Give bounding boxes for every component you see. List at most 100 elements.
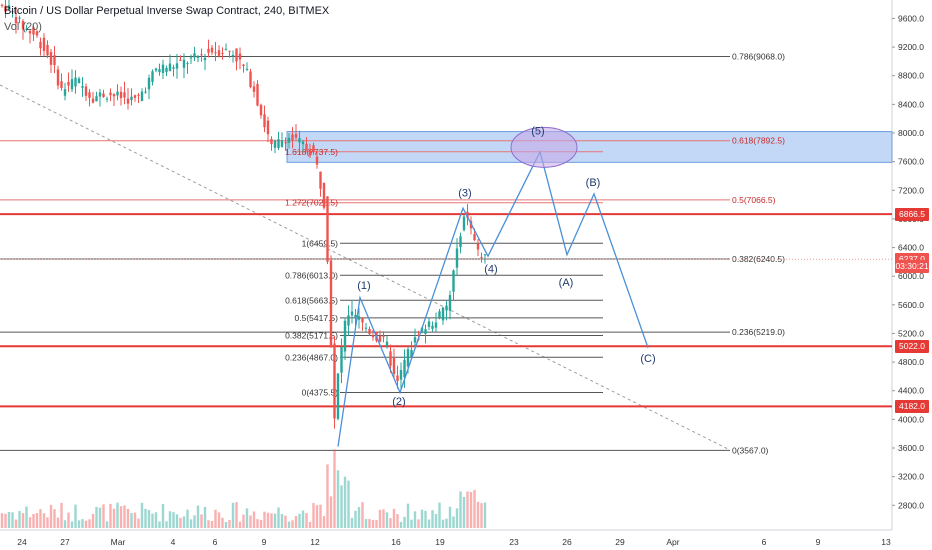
candle-body [291, 134, 294, 141]
x-tick-label: 19 [435, 537, 445, 547]
candle-body [389, 351, 392, 366]
volume-bar [235, 502, 238, 528]
fib-large-label: 0(3567.0) [732, 445, 769, 455]
candle-body [133, 95, 137, 98]
volume-bar [347, 480, 350, 528]
candle-body [18, 17, 21, 19]
candle-body [392, 358, 396, 374]
volume-bar [406, 503, 410, 528]
candle-body [350, 311, 354, 316]
candle-body [249, 71, 252, 88]
fib-small-label: 0(4375.5) [302, 387, 339, 397]
candle-body [88, 92, 91, 98]
candle-body [119, 91, 123, 99]
volume-bar [319, 504, 322, 528]
volume-bar [25, 506, 28, 528]
candle-body [74, 77, 77, 87]
y-tick-label: 4800.0 [898, 357, 924, 367]
volume-bar [4, 513, 7, 528]
volume-bar [74, 504, 77, 528]
volume-bar [308, 521, 312, 528]
volume-bar [368, 519, 371, 528]
volume-bar [210, 520, 214, 528]
y-tick-label: 7200.0 [898, 185, 924, 195]
candle-body [7, 5, 11, 10]
volume-bar [32, 513, 35, 528]
candle-body [214, 52, 217, 54]
volume-bar [147, 510, 151, 528]
candle-body [165, 67, 168, 72]
candle-body [483, 254, 487, 256]
volume-bar [263, 511, 266, 528]
volume-bar [154, 512, 158, 528]
candle-body [284, 142, 287, 144]
x-tick-label: 24 [17, 537, 27, 547]
candle-body [329, 260, 333, 348]
candle-body [319, 171, 322, 189]
x-tick-label: 13 [881, 537, 891, 547]
x-tick-label: 16 [391, 537, 401, 547]
volume-bar [221, 517, 224, 528]
volume-bar [186, 509, 189, 528]
volume-bar [35, 512, 39, 528]
candle-body [455, 248, 459, 268]
wave-label: (2) [392, 396, 405, 408]
volume-bar [56, 517, 60, 528]
x-tick-label: 12 [310, 537, 320, 547]
volume-bar [298, 513, 301, 528]
volume-bar [158, 521, 161, 528]
candle-body [263, 114, 266, 128]
volume-indicator-label[interactable]: Vol (20) [4, 21, 42, 33]
candle-body [28, 30, 32, 34]
x-tick-label: Mar [111, 537, 126, 547]
candle-body [305, 143, 308, 150]
candle-body [277, 139, 280, 148]
candle-body [35, 31, 39, 36]
candle-body [158, 69, 161, 73]
symbol-title: Bitcoin / US Dollar Perpetual Inverse Sw… [4, 5, 330, 17]
x-tick-label: 23 [509, 537, 519, 547]
volume-bar [7, 512, 11, 528]
volume-bar [410, 519, 413, 528]
fib-small-label: 0.5(5417.5) [295, 313, 339, 323]
volume-bar [403, 516, 406, 528]
volume-bar [245, 508, 249, 528]
candles-group [0, 0, 487, 429]
volume-bar [53, 509, 56, 528]
price-tag: 4182.0 [895, 399, 929, 413]
volume-bar [77, 520, 81, 528]
candle-body [466, 211, 469, 218]
volume-bar [294, 515, 298, 528]
candle-body [413, 337, 417, 343]
volume-bar [182, 516, 186, 528]
volume-bar [119, 506, 123, 528]
y-tick-label: 7600.0 [898, 157, 924, 167]
candle-body [217, 50, 221, 56]
volume-bar [273, 513, 277, 528]
fib-large-label: 0.786(9068.0) [732, 52, 785, 62]
candle-body [434, 322, 438, 328]
volume-bar [172, 512, 175, 528]
volume-bar [361, 502, 364, 528]
wave-label: (5) [531, 125, 544, 137]
volume-bar [312, 503, 315, 528]
fib-small-label: 0.236(4867.0) [285, 352, 338, 362]
volume-bar [228, 520, 231, 528]
volume-bar [70, 521, 74, 528]
volume-bar [63, 520, 67, 528]
y-tick-label: 6000.0 [898, 271, 924, 281]
candle-body [175, 63, 179, 69]
volume-bar [378, 509, 382, 528]
volume-bar [371, 519, 375, 528]
fib-large-label: 0.382(6240.5) [732, 254, 785, 264]
resistance-zone [286, 131, 893, 163]
candle-body [399, 370, 403, 380]
y-tick-label: 3600.0 [898, 443, 924, 453]
candle-body [252, 86, 256, 92]
volume-bar [333, 449, 336, 528]
volume-bar [196, 505, 200, 528]
candle-body [382, 335, 385, 337]
candle-body [46, 45, 49, 56]
